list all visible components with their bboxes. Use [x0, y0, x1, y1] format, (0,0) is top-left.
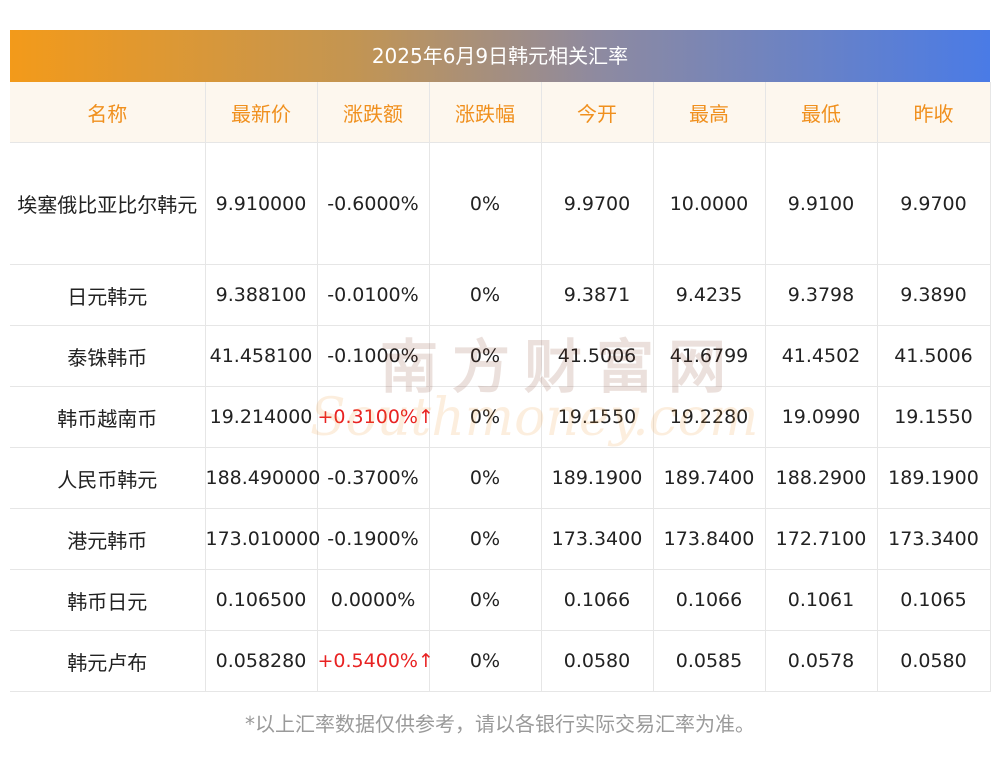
previous-close: 0.0580 — [877, 630, 991, 692]
high-price: 19.2280 — [653, 386, 766, 448]
latest-price: 9.388100 — [205, 264, 318, 326]
open-price: 9.3871 — [541, 264, 654, 326]
change-amount: -0.6000% — [317, 142, 430, 265]
change-amount: +0.3100%↑ — [317, 386, 434, 448]
high-price: 0.0585 — [653, 630, 766, 692]
previous-close: 189.1900 — [877, 447, 991, 509]
open-price: 9.9700 — [541, 142, 654, 265]
open-price: 0.1066 — [541, 569, 654, 631]
low-price: 9.3798 — [765, 264, 878, 326]
change-amount: -0.1900% — [317, 508, 430, 570]
change-amount: +0.5400%↑ — [317, 630, 434, 692]
currency-pair-name: 日元韩元 — [10, 264, 206, 326]
open-price: 173.3400 — [541, 508, 654, 570]
table-row: 港元韩币 173.010000 -0.1900% 0% 173.3400 173.8400… — [10, 508, 991, 570]
column-header: 最低 — [765, 82, 878, 143]
low-price: 9.9100 — [765, 142, 878, 265]
table-row: 韩币日元 0.106500 0.0000% 0% 0.1066 0.1066 0.1061 0… — [10, 569, 991, 631]
change-percent: 0% — [429, 447, 542, 509]
change-percent: 0% — [429, 325, 542, 387]
high-price: 0.1066 — [653, 569, 766, 631]
currency-pair-name: 韩币日元 — [10, 569, 206, 631]
column-header: 今开 — [541, 82, 654, 143]
change-percent: 0% — [429, 142, 542, 265]
column-header: 涨跌额 — [317, 82, 430, 143]
latest-price: 188.490000 — [205, 447, 320, 509]
low-price: 172.7100 — [765, 508, 878, 570]
change-percent: 0% — [429, 508, 542, 570]
low-price: 0.1061 — [765, 569, 878, 631]
open-price: 0.0580 — [541, 630, 654, 692]
high-price: 189.7400 — [653, 447, 766, 509]
column-header: 昨收 — [877, 82, 991, 143]
table-row: 韩币越南币 19.214000 +0.3100%↑ 0% 19.1550 19.2280 1… — [10, 386, 991, 448]
currency-pair-name: 港元韩币 — [10, 508, 206, 570]
currency-pair-name: 人民币韩元 — [10, 447, 206, 509]
currency-pair-name: 埃塞俄比亚比尔韩元 — [10, 142, 206, 265]
high-price: 10.0000 — [653, 142, 766, 265]
exchange-rate-table: 名称 最新价 涨跌额 涨跌幅 今开 最高 最低 昨收 埃塞俄比亚比尔韩元 9.91… — [10, 82, 991, 692]
latest-price: 9.910000 — [205, 142, 318, 265]
currency-pair-name: 泰铢韩币 — [10, 325, 206, 387]
latest-price: 19.214000 — [205, 386, 318, 448]
change-percent: 0% — [429, 569, 542, 631]
currency-pair-name: 韩元卢布 — [10, 630, 206, 692]
previous-close: 19.1550 — [877, 386, 991, 448]
table-row: 泰铢韩币 41.458100 -0.1000% 0% 41.5006 41.6799 41.… — [10, 325, 991, 387]
latest-price: 41.458100 — [205, 325, 318, 387]
change-percent: 0% — [429, 264, 542, 326]
previous-close: 173.3400 — [877, 508, 991, 570]
disclaimer-note: *以上汇率数据仅供参考，请以各银行实际交易汇率为准。 — [245, 712, 755, 736]
latest-price: 173.010000 — [205, 508, 320, 570]
table-row: 韩元卢布 0.058280 +0.5400%↑ 0% 0.0580 0.0585 0.057… — [10, 630, 991, 692]
open-price: 189.1900 — [541, 447, 654, 509]
change-amount: -0.0100% — [317, 264, 430, 326]
high-price: 41.6799 — [653, 325, 766, 387]
change-amount: 0.0000% — [317, 569, 430, 631]
previous-close: 9.9700 — [877, 142, 991, 265]
page-title: 2025年6月9日韩元相关汇率 — [10, 30, 990, 82]
latest-price: 0.058280 — [205, 630, 318, 692]
currency-pair-name: 韩币越南币 — [10, 386, 206, 448]
previous-close: 41.5006 — [877, 325, 991, 387]
table-row: 人民币韩元 188.490000 -0.3700% 0% 189.1900 189.740… — [10, 447, 991, 509]
low-price: 19.0990 — [765, 386, 878, 448]
column-header: 最新价 — [205, 82, 318, 143]
previous-close: 9.3890 — [877, 264, 991, 326]
low-price: 41.4502 — [765, 325, 878, 387]
change-amount: -0.1000% — [317, 325, 430, 387]
high-price: 173.8400 — [653, 508, 766, 570]
high-price: 9.4235 — [653, 264, 766, 326]
open-price: 19.1550 — [541, 386, 654, 448]
table-row: 日元韩元 9.388100 -0.0100% 0% 9.3871 9.4235 9.3798… — [10, 264, 991, 326]
change-amount: -0.3700% — [317, 447, 430, 509]
column-header: 名称 — [10, 82, 206, 143]
column-header: 最高 — [653, 82, 766, 143]
change-percent: 0% — [429, 630, 542, 692]
low-price: 188.2900 — [765, 447, 878, 509]
low-price: 0.0578 — [765, 630, 878, 692]
table-row: 埃塞俄比亚比尔韩元 9.910000 -0.6000% 0% 9.9700 10.0000… — [10, 142, 991, 265]
previous-close: 0.1065 — [877, 569, 991, 631]
column-header: 涨跌幅 — [429, 82, 542, 143]
latest-price: 0.106500 — [205, 569, 318, 631]
change-percent: 0% — [429, 386, 542, 448]
table-header-row: 名称 最新价 涨跌额 涨跌幅 今开 最高 最低 昨收 — [10, 82, 991, 143]
open-price: 41.5006 — [541, 325, 654, 387]
